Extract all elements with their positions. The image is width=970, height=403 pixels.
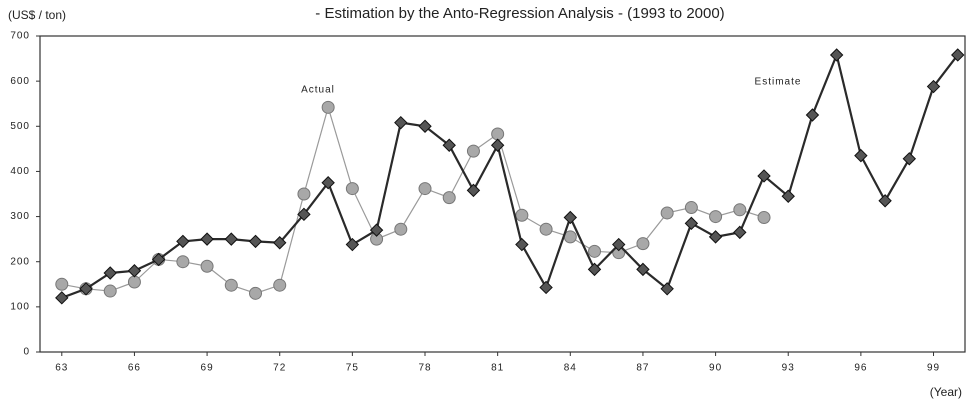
data-point xyxy=(926,79,941,94)
data-point xyxy=(394,115,408,130)
data-point xyxy=(878,194,892,208)
y-tick-label: 300 xyxy=(10,211,30,222)
y-tick-label: 700 xyxy=(10,31,30,42)
data-point xyxy=(369,223,384,237)
data-point xyxy=(200,259,214,273)
data-point xyxy=(55,291,69,305)
data-point xyxy=(321,100,335,114)
data-point xyxy=(248,234,263,249)
series-line xyxy=(61,105,765,294)
data-point xyxy=(587,262,602,277)
x-tick-label: 84 xyxy=(564,363,577,374)
x-tick-label: 66 xyxy=(128,363,141,374)
data-point xyxy=(515,208,529,222)
y-tick-label: 400 xyxy=(10,166,30,177)
series-annotation: Actual xyxy=(301,85,335,96)
data-point xyxy=(297,187,311,201)
data-point xyxy=(854,148,868,163)
data-point xyxy=(224,278,238,292)
data-point xyxy=(660,282,674,296)
data-point xyxy=(951,48,965,62)
data-point xyxy=(249,286,263,300)
data-point xyxy=(733,203,747,217)
y-tick-label: 200 xyxy=(10,256,30,267)
data-point xyxy=(636,262,650,277)
data-point xyxy=(563,210,578,225)
x-tick-label: 99 xyxy=(927,363,940,374)
y-tick-label: 0 xyxy=(23,347,30,358)
plot-frame xyxy=(39,35,966,353)
data-point xyxy=(829,48,844,62)
data-point xyxy=(151,252,166,267)
data-point xyxy=(466,183,481,198)
data-point xyxy=(733,225,747,240)
data-point xyxy=(176,255,190,269)
x-tick-label: 75 xyxy=(346,363,359,374)
data-point xyxy=(321,176,335,190)
data-point xyxy=(902,152,917,166)
data-point xyxy=(539,280,553,295)
x-tick-label: 72 xyxy=(273,363,286,374)
data-point xyxy=(79,282,93,296)
data-point xyxy=(636,237,650,251)
data-point xyxy=(781,189,795,203)
data-point xyxy=(418,182,432,196)
x-tick-label: 81 xyxy=(491,363,504,374)
data-point xyxy=(55,277,69,291)
data-point xyxy=(176,234,190,249)
data-point xyxy=(490,138,505,152)
data-point xyxy=(394,222,408,236)
x-tick-label: 69 xyxy=(201,363,214,374)
data-point xyxy=(442,191,456,205)
x-tick-label: 90 xyxy=(709,363,722,374)
data-point xyxy=(660,206,674,220)
x-tick-label: 93 xyxy=(782,363,795,374)
data-point xyxy=(708,230,723,244)
y-axis-label: (US$ / ton) xyxy=(8,8,66,22)
data-point xyxy=(418,119,432,133)
data-point xyxy=(345,237,360,252)
data-point xyxy=(273,236,287,250)
data-point xyxy=(200,232,214,246)
data-point xyxy=(466,144,480,158)
x-tick-label: 87 xyxy=(636,363,649,374)
data-point xyxy=(612,237,626,252)
data-point xyxy=(588,244,602,258)
y-tick-label: 500 xyxy=(10,121,30,132)
y-tick-label: 100 xyxy=(10,301,30,312)
data-point xyxy=(757,210,771,224)
y-tick-label: 600 xyxy=(10,76,30,87)
data-point xyxy=(684,216,699,231)
data-point xyxy=(127,275,141,289)
data-point xyxy=(127,264,142,278)
data-point xyxy=(515,237,529,252)
x-tick-label: 78 xyxy=(418,363,431,374)
data-point xyxy=(805,108,820,122)
data-point xyxy=(224,232,239,246)
data-point xyxy=(757,169,771,183)
data-point xyxy=(103,284,117,298)
data-point xyxy=(442,138,456,152)
x-tick-label: 63 xyxy=(55,363,68,374)
data-point xyxy=(345,182,359,196)
chart-title: - Estimation by the Anto-Regression Anal… xyxy=(315,5,724,22)
data-point xyxy=(103,266,117,280)
data-point xyxy=(491,127,505,141)
data-point xyxy=(709,210,723,224)
data-point xyxy=(273,278,287,292)
x-axis-label: (Year) xyxy=(930,385,962,399)
x-tick-label: 96 xyxy=(854,363,867,374)
data-point xyxy=(297,207,311,222)
data-point xyxy=(684,201,698,215)
series-annotation: Estimate xyxy=(755,77,802,88)
data-point xyxy=(539,222,553,236)
